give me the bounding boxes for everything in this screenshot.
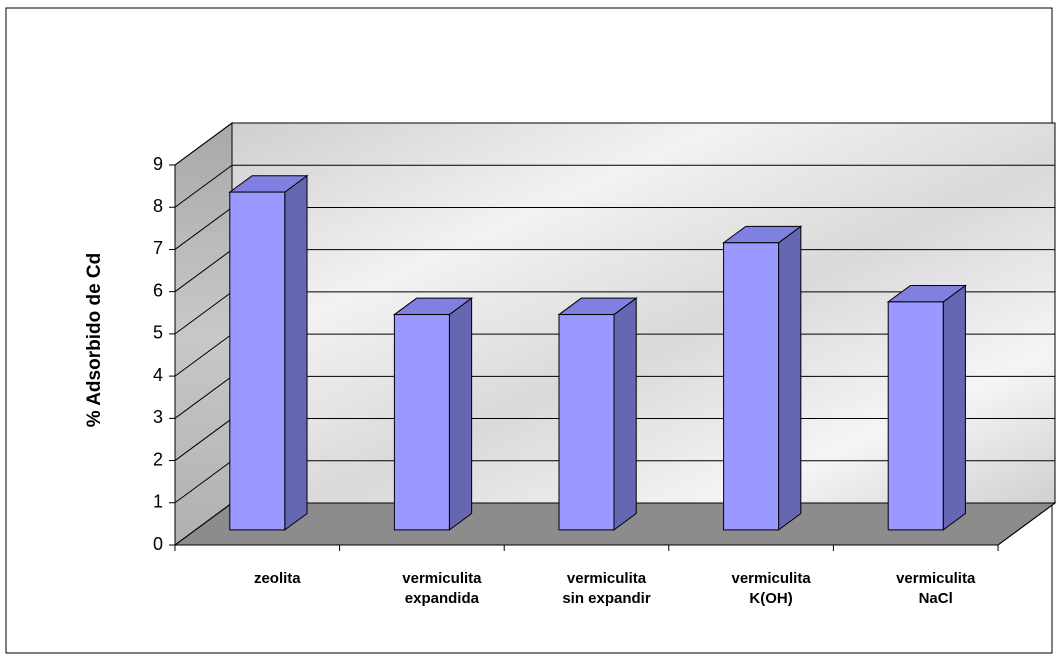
y-tick-label: 4: [153, 365, 163, 385]
y-tick-label: 9: [153, 154, 163, 174]
y-tick-label: 3: [153, 407, 163, 427]
grid-line: [174, 164, 1055, 208]
x-tick-label: vermiculita expandida: [402, 570, 482, 607]
floor-edge: [997, 502, 1056, 546]
bar: [558, 314, 615, 531]
bar: [393, 314, 450, 531]
bar: [229, 191, 286, 531]
x-tick-label: vermiculita K(OH): [731, 570, 811, 607]
x-tick-label: vermiculita NaCl: [896, 570, 976, 607]
y-tick-label: 2: [153, 449, 163, 469]
x-tick-label: zeolita: [253, 570, 301, 587]
y-tick-label: 7: [153, 238, 163, 258]
y-tick-label: 5: [153, 323, 163, 343]
y-tick-label: 1: [153, 492, 163, 512]
y-axis-label: % Adsorbido de Cd: [84, 253, 105, 428]
y-tick-label: 0: [153, 534, 163, 554]
bar-side: [778, 225, 802, 531]
y-tick-label: 6: [153, 280, 163, 300]
grid-line: [174, 122, 1055, 166]
x-tick-label: vermiculita sin expandir: [562, 570, 651, 607]
bar: [723, 242, 780, 531]
y-tick-label: 8: [153, 196, 163, 216]
bar-side: [613, 297, 637, 531]
bar-side: [448, 297, 473, 531]
bar-side: [942, 284, 966, 531]
bar-side: [284, 174, 308, 531]
bar: [887, 301, 944, 531]
